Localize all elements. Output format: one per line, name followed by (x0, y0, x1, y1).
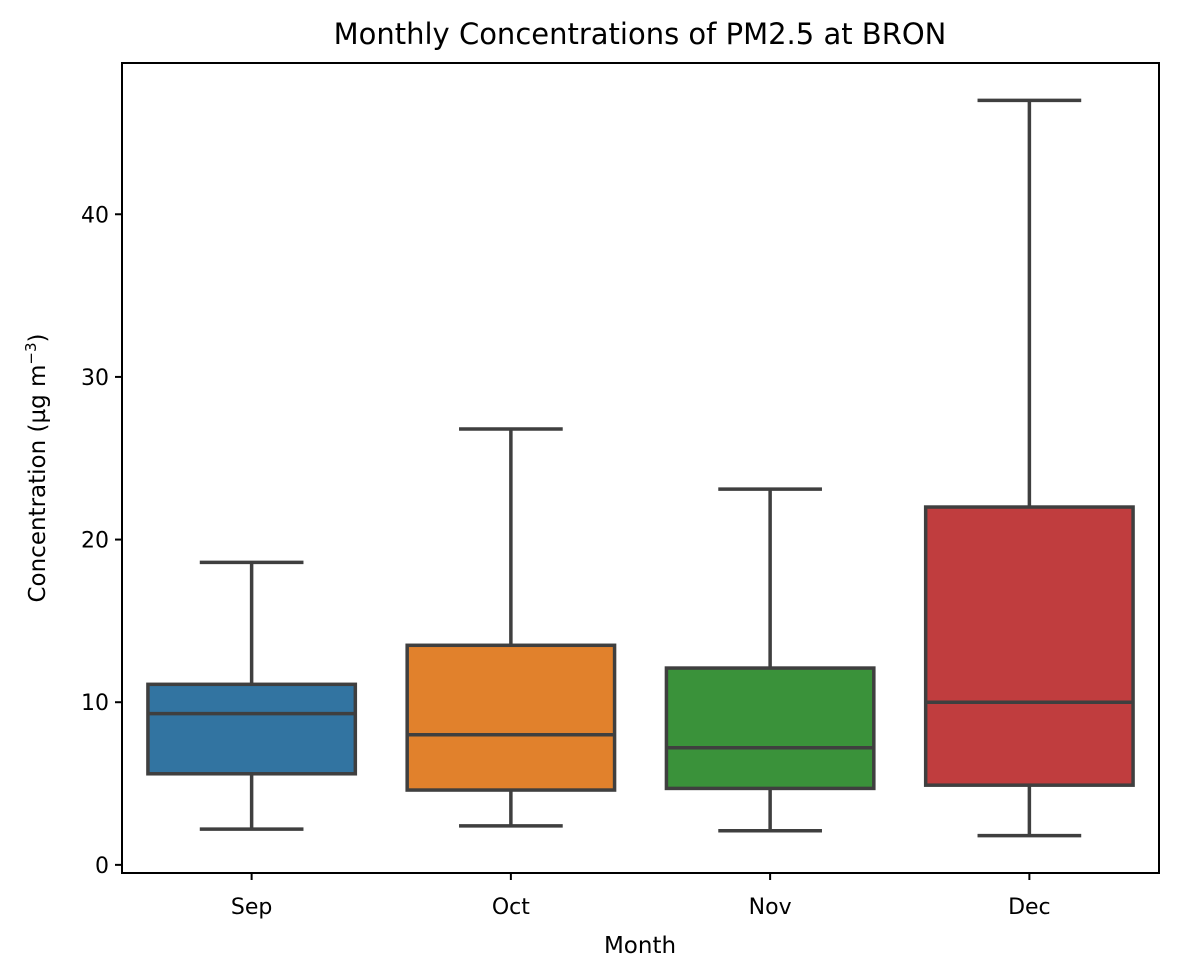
y-axis: 0 10 20 30 40 (81, 203, 122, 879)
iqr-box (664, 666, 876, 791)
y-axis-label: Concentration (µg m−3) (22, 333, 51, 602)
y-tick-label: 0 (95, 854, 109, 879)
iqr-box (405, 643, 617, 792)
box-nov (664, 487, 876, 833)
x-tick-label: Oct (492, 895, 530, 920)
y-tick-label: 10 (81, 691, 109, 716)
x-tick-label: Dec (1008, 895, 1051, 920)
x-tick-label: Nov (749, 895, 792, 920)
x-tick-label: Sep (231, 895, 272, 920)
y-axis-label-text: Concentration (µg m (25, 365, 51, 603)
chart-title: Monthly Concentrations of PM2.5 at BRON (334, 17, 947, 51)
plot-area (146, 98, 1135, 838)
box-oct (405, 427, 617, 828)
iqr-box (923, 505, 1135, 787)
box-sep (146, 560, 358, 831)
y-axis-label-close: ) (25, 333, 51, 342)
y-tick-label: 40 (81, 203, 109, 228)
iqr-box (146, 682, 358, 776)
y-tick-label: 20 (81, 529, 109, 554)
y-tick-label: 30 (81, 366, 109, 391)
box-dec (923, 98, 1135, 838)
x-axis: Sep Oct Nov Dec (231, 873, 1051, 920)
y-axis-label-superscript: −3 (22, 342, 40, 364)
x-axis-label: Month (604, 933, 676, 959)
plot-frame (121, 62, 1160, 874)
